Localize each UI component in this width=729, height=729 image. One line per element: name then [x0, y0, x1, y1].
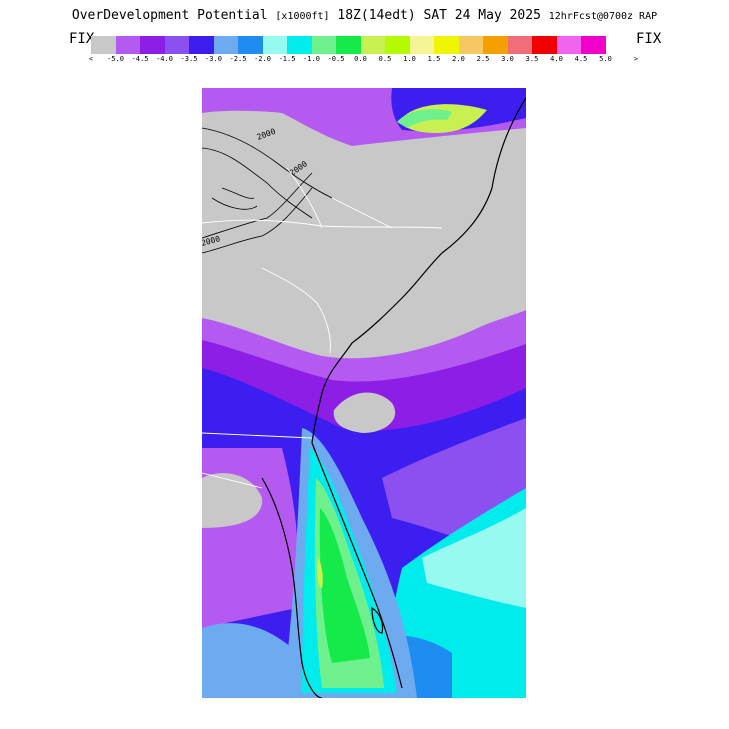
map-panel: 2000 2000 2000 [202, 88, 526, 698]
region-florida-bright-green [319, 508, 370, 663]
title-units: [x1000ft] [275, 11, 330, 22]
colorbar-tick-label: 0.5 [378, 55, 392, 63]
region-florida-yellowgreen [317, 558, 323, 588]
colorbar-tick-label: -2.5 [229, 55, 247, 63]
colorbar-tick-label: 0.0 [354, 55, 367, 63]
fix-label-right: FIX [636, 31, 662, 47]
colorbar-swatch [238, 36, 263, 54]
region-aqua-east [422, 508, 526, 608]
colorbar-swatch [287, 36, 312, 54]
colorbar-tick-label: 2.0 [452, 55, 465, 63]
contour-lines [202, 127, 333, 254]
colorbar-tick-label: -3.0 [205, 55, 222, 63]
colorbar-tick-label: 5.0 [599, 55, 612, 63]
colorbar-tick-label: -3.5 [180, 55, 198, 63]
colorbar-tick-label: -4.5 [131, 55, 149, 63]
colorbar-swatch [434, 36, 459, 54]
colorbar-tick-label: -5.0 [107, 55, 124, 63]
colorbar [91, 36, 606, 54]
colorbar-swatch [385, 36, 410, 54]
colorbar-swatch [556, 36, 581, 54]
fix-label-left: FIX [69, 31, 95, 47]
colorbar-swatch [311, 36, 336, 54]
colorbar-swatch [458, 36, 483, 54]
colorbar-tick-label: 3.5 [525, 55, 539, 63]
colorbar-tick-label: -1.5 [278, 55, 296, 63]
coastline [261, 97, 526, 698]
colorbar-tick-label: 4.0 [550, 55, 563, 63]
map-title: OverDevelopment Potential [x1000ft] 18Z(… [0, 8, 729, 23]
region-gray-coast-pocket [333, 392, 396, 433]
colorbar-swatch [91, 36, 116, 54]
colorbar-tick-label: 2.5 [476, 55, 490, 63]
title-forecast: 12hrFcst@0700z RAP [548, 11, 658, 22]
colorbar-swatch [581, 36, 606, 54]
colorbar-swatch [336, 36, 361, 54]
region-north-green [397, 109, 452, 128]
contour-label-1: 2000 [256, 127, 277, 142]
colorbar-swatch [409, 36, 434, 54]
contour-label-3: 2000 [202, 234, 221, 248]
colorbar-arrow-right: > [633, 55, 639, 63]
colorbar-tick-label: -1.0 [303, 55, 320, 63]
colorbar-swatch [115, 36, 140, 54]
colorbar-swatch [140, 36, 165, 54]
colorbar-ticks: < > -5.0 -4.5 -4.0 -3.5 -3.0 -2.5 -2.0 -1.5 -1.0… [84, 55, 644, 67]
colorbar-tick-label: 3.0 [501, 55, 514, 63]
region-lightblue-sw [202, 623, 292, 698]
colorbar-swatch [164, 36, 189, 54]
colorbar-swatch [507, 36, 532, 54]
colorbar-swatch [262, 36, 287, 54]
region-gray-gulf [202, 473, 263, 528]
colorbar-swatch [213, 36, 238, 54]
colorbar-swatch [360, 36, 385, 54]
contour-label-2: 2000 [288, 159, 309, 178]
colorbar-tick-label: -2.0 [254, 55, 271, 63]
colorbar-swatch [483, 36, 508, 54]
map-canvas: 2000 2000 2000 [202, 88, 526, 698]
title-time: 18Z(14edt) SAT 24 May 2025 [337, 8, 541, 23]
state-borders [202, 167, 443, 489]
colorbar-swatch [189, 36, 214, 54]
colorbar-swatch [532, 36, 557, 54]
colorbar-tick-label: 1.0 [403, 55, 416, 63]
title-main: OverDevelopment Potential [71, 8, 268, 23]
colorbar-tick-label: -0.5 [327, 55, 345, 63]
colorbar-tick-label: -4.0 [156, 55, 173, 63]
colorbar-tick-label: 4.5 [574, 55, 588, 63]
colorbar-tick-label: 1.5 [427, 55, 441, 63]
colorbar-arrow-left: < [88, 55, 94, 63]
